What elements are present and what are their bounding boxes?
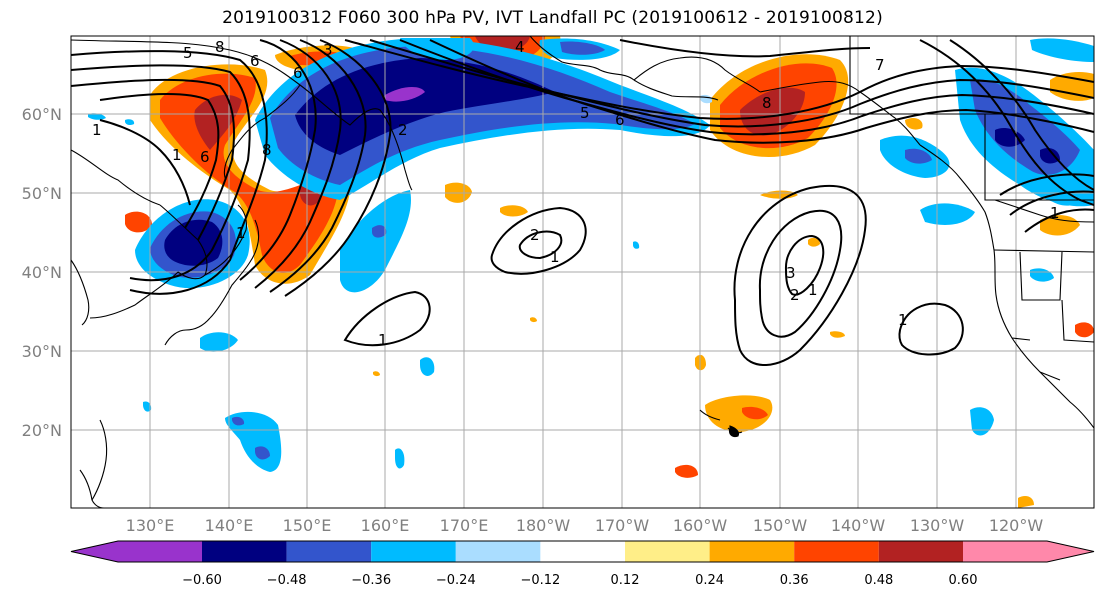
contour-label: 7 (875, 56, 885, 74)
colorbar-segment (371, 541, 456, 562)
contour-label: 1 (378, 331, 388, 349)
latitude-labels: 60°N 50°N 40°N 30°N 20°N (22, 105, 62, 440)
contour-label: 1 (550, 248, 560, 266)
contour-label: 2 (530, 226, 540, 244)
colorbar-tick-label: −0.36 (351, 573, 391, 588)
colorbar-segment (709, 541, 795, 562)
longitude-labels: 130°E 140°E 150°E 160°E 170°E 180°W 170°… (126, 516, 1044, 535)
lat-label: 20°N (22, 421, 62, 440)
lon-label: 130°W (910, 516, 965, 535)
colorbar-tick-label: 0.60 (949, 573, 978, 588)
contour-label: 8 (215, 38, 225, 56)
colorbar-segment (794, 541, 879, 562)
lon-label: 150°E (283, 516, 332, 535)
lon-label: 130°E (126, 516, 175, 535)
pv-negative-anomalies (88, 38, 1094, 472)
colorbar-tick-label: −0.48 (267, 573, 307, 588)
colorbar-tick-label: 0.36 (780, 573, 809, 588)
contour-label: 5 (183, 44, 193, 62)
colorbar-segment (540, 541, 625, 562)
colorbar-segment (202, 541, 287, 562)
contour-label: 6 (250, 52, 260, 70)
contour-label: 1 (92, 121, 102, 139)
contour-label: 3 (786, 264, 796, 282)
contour-label: 5 (580, 104, 590, 122)
lon-label: 160°E (361, 516, 410, 535)
colorbar-segment (286, 541, 372, 562)
contour-label: 1 (808, 281, 818, 299)
colorbar-tick-label: −0.60 (182, 573, 222, 588)
lon-label: 170°E (440, 516, 489, 535)
contour-label: 6 (200, 148, 210, 166)
contour-labels: 1 1 5 8 6 3 6 8 6 4 5 1 2 1 1 3 2 1 1 7 … (92, 38, 1060, 349)
map-plot-area: 1 1 5 8 6 3 6 8 6 4 5 1 2 1 1 3 2 1 1 7 … (71, 36, 1094, 508)
contour-label: 1 (172, 146, 182, 164)
lon-label: 170°W (595, 516, 650, 535)
lon-label: 180°W (516, 516, 571, 535)
colorbar-segment (963, 541, 1094, 562)
colorbar-tick-label: 0.24 (695, 573, 724, 588)
lat-label: 30°N (22, 342, 62, 361)
colorbar-segment (878, 541, 963, 562)
contour-label: 6 (615, 111, 625, 129)
lon-label: 120°W (989, 516, 1044, 535)
colorbar: −0.60 −0.48 −0.36 −0.24 −0.12 0.12 0.24 … (70, 540, 1095, 588)
map-frame (70, 35, 1095, 509)
contour-label: 3 (323, 41, 333, 59)
colorbar-tick-label: 0.12 (611, 573, 640, 588)
contour-label: 1 (236, 224, 246, 242)
ivt-contours (71, 39, 1094, 366)
contour-label: 6 (293, 64, 303, 82)
contour-label: 1 (1050, 204, 1060, 222)
colorbar-segment (625, 541, 710, 562)
contour-label: 2 (398, 121, 408, 139)
contour-label: 4 (515, 38, 525, 56)
colorbar-segment (455, 541, 541, 562)
lat-label: 60°N (22, 105, 62, 124)
contour-label: 1 (898, 311, 908, 329)
lon-label: 140°E (205, 516, 254, 535)
lon-label: 160°W (673, 516, 728, 535)
map-title: 2019100312 F060 300 hPa PV, IVT Landfall… (222, 8, 883, 28)
coastlines (71, 36, 1094, 508)
colorbar-tick-label: −0.12 (520, 573, 560, 588)
lon-label: 140°W (831, 516, 886, 535)
colorbar-segment (71, 541, 202, 562)
contour-label: 8 (262, 141, 272, 159)
colorbar-tick-label: 0.48 (864, 573, 893, 588)
lat-label: 40°N (22, 263, 62, 282)
lat-label: 50°N (22, 184, 62, 203)
colorbar-tick-label: −0.24 (436, 573, 476, 588)
contour-label: 8 (762, 94, 772, 112)
contour-label: 2 (790, 286, 800, 304)
lon-label: 150°W (753, 516, 808, 535)
